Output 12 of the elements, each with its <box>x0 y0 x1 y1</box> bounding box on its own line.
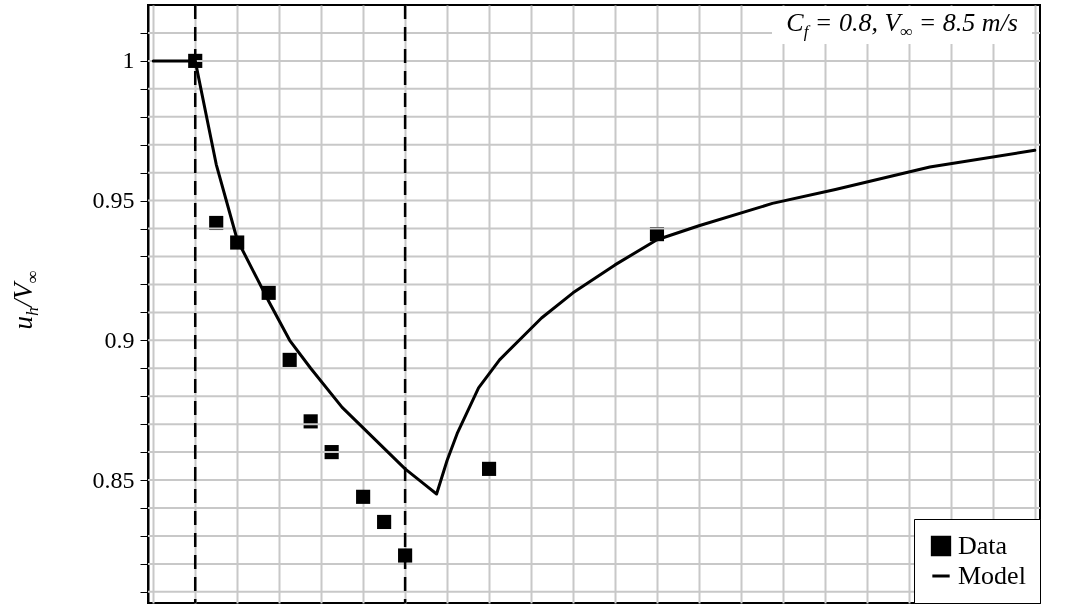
legend-label: Model <box>958 561 1026 590</box>
point <box>377 514 392 530</box>
point <box>282 352 297 367</box>
y-tick-label: 0.95 <box>92 187 135 214</box>
point <box>356 489 371 504</box>
legend-label: Data <box>958 531 1008 560</box>
y-tick-label: 1 <box>122 47 135 74</box>
point <box>481 461 497 476</box>
point <box>398 548 413 563</box>
annotation: C$_{f}$ = 0.8, V$_{∞}$ = 8.5 m/s <box>772 6 1032 45</box>
y-tick-label: 0.9 <box>104 326 135 353</box>
y-tick-label: 0.85 <box>92 466 135 493</box>
